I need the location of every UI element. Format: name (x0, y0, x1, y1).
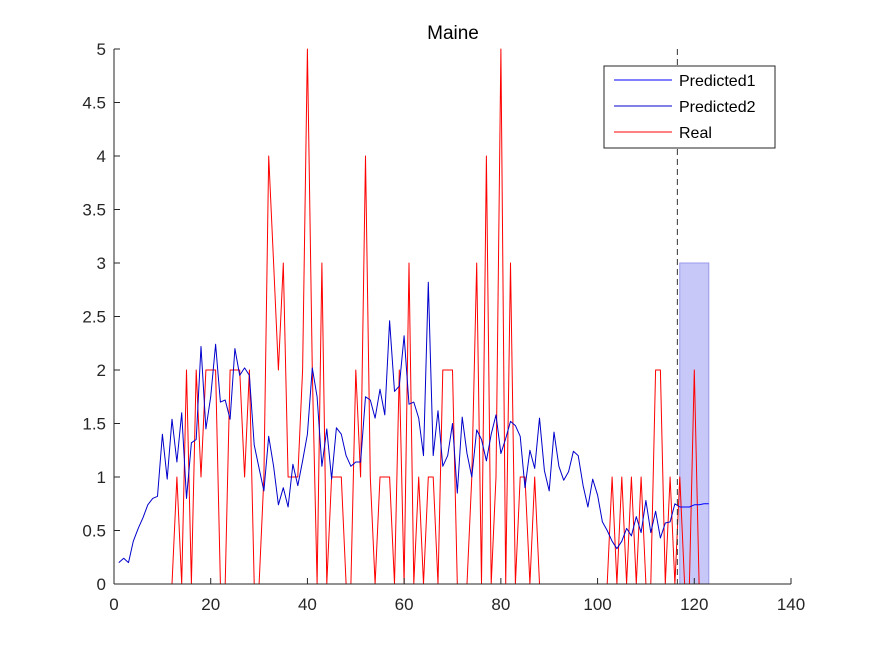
y-tick-label: 3 (97, 254, 106, 273)
legend-label-predicted2: Predicted2 (679, 99, 756, 116)
series-line-predicted1 (679, 503, 709, 508)
y-tick-label: 1.5 (82, 415, 106, 434)
x-tick-label: 60 (395, 595, 414, 614)
prediction-band (679, 262, 710, 585)
legend-label-predicted1: Predicted1 (679, 73, 756, 90)
legend-label-real: Real (679, 125, 712, 142)
y-tick-label: 0 (97, 575, 106, 594)
y-tick-label: 1 (97, 468, 106, 487)
x-tick-label: 140 (777, 595, 805, 614)
x-tick-label: 20 (201, 595, 220, 614)
x-tick-label: 100 (583, 595, 611, 614)
y-tick-label: 3.5 (82, 201, 106, 220)
x-tick-label: 80 (491, 595, 510, 614)
x-tick-label: 120 (680, 595, 708, 614)
series-line-predicted2 (118, 281, 681, 564)
y-tick-label: 0.5 (82, 522, 106, 541)
legend: Predicted1 Predicted2 Real (603, 65, 776, 149)
y-tick-label: 4 (97, 147, 106, 166)
y-tick-label: 2 (97, 361, 106, 380)
y-tick-label: 4.5 (82, 94, 106, 113)
x-tick-label: 0 (109, 595, 118, 614)
plot-area: 0 20 40 60 80 100 120 140 0 0.5 1 1.5 2 2.5 3 3.5 4 4.5 5 (82, 40, 805, 614)
y-tick-label: 5 (97, 40, 106, 59)
y-tick-label: 2.5 (82, 308, 106, 327)
chart-title: Maine (427, 23, 479, 44)
x-tick-label: 40 (298, 595, 317, 614)
